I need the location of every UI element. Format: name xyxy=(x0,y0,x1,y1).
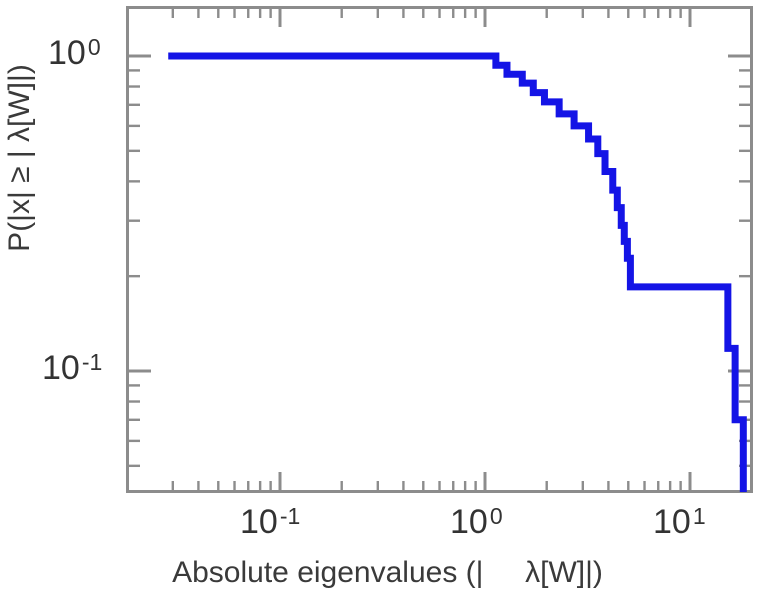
x-axis-ticks xyxy=(171,472,692,492)
x-tick-label-1e-1: 10-1 xyxy=(240,502,301,541)
y-axis-ticks-right xyxy=(728,54,752,468)
x-axis-label: Absolute eigenvalues (| λ[W]|) xyxy=(172,556,603,589)
y-axis-label: P(|x| ≥ | λ[W]|) xyxy=(3,64,36,252)
ccdf-step-line xyxy=(168,52,747,492)
y-axis-label-container: P(|x| ≥ | λ[W]|) xyxy=(0,0,40,378)
x-tick-label-1e1: 101 xyxy=(653,502,706,541)
x-axis-ticks-top xyxy=(171,7,692,27)
axis-frame xyxy=(126,6,753,493)
y-tick-label-1e-1: 10-1 xyxy=(42,348,103,387)
y-axis-ticks xyxy=(127,54,151,468)
y-tick-label-1e0: 100 xyxy=(48,33,101,72)
x-tick-label-1e0: 100 xyxy=(450,502,503,541)
